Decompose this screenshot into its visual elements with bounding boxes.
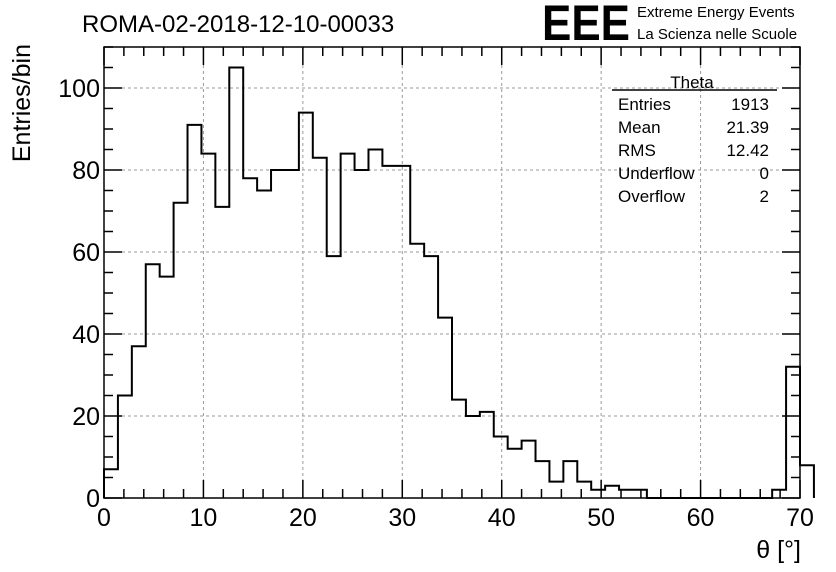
eee-logo-mark: EEE <box>542 0 630 51</box>
logo-line-1: Extreme Energy Events <box>637 4 795 21</box>
stats-row-value: 0 <box>760 164 769 183</box>
x-tick-label: 60 <box>687 504 715 532</box>
y-axis-label: Entries/bin <box>8 44 36 162</box>
histogram-outline <box>103 66 815 499</box>
stats-row-label: Underflow <box>618 164 695 183</box>
x-tick-labels: 0 10 20 30 40 50 60 70 <box>97 504 814 532</box>
stats-row-label: Entries <box>618 95 671 114</box>
y-tick-label: 40 <box>72 321 100 349</box>
y-tick-label: 80 <box>72 157 100 185</box>
grid-lines <box>104 47 800 498</box>
stats-title: Theta <box>670 73 714 92</box>
chart-title: ROMA-02-2018-12-10-00033 <box>82 11 394 38</box>
stats-row-label: Overflow <box>618 187 686 206</box>
y-tick-label: 100 <box>58 75 100 103</box>
x-tick-label: 70 <box>786 504 814 532</box>
x-tick-label: 30 <box>388 504 416 532</box>
y-tick-label: 20 <box>72 403 100 431</box>
stats-row-value: 12.42 <box>726 141 769 160</box>
x-tick-label: 10 <box>190 504 218 532</box>
axis-ticks <box>103 46 801 499</box>
x-tick-label: 50 <box>587 504 615 532</box>
x-tick-label: 20 <box>289 504 317 532</box>
x-tick-label: 0 <box>97 504 111 532</box>
x-tick-label: 40 <box>488 504 516 532</box>
stats-row-value: 2 <box>760 187 769 206</box>
stats-row-value: 1913 <box>731 95 769 114</box>
logo-line-2: La Scienza nelle Scuole <box>637 26 797 43</box>
stats-row-label: Mean <box>618 118 661 137</box>
plot-frame <box>103 46 801 499</box>
stats-row-value: 21.39 <box>726 118 769 137</box>
x-axis-label: θ [°] <box>756 536 801 564</box>
stats-row-label: RMS <box>618 141 656 160</box>
y-tick-label: 0 <box>86 485 100 513</box>
y-tick-label: 60 <box>72 239 100 267</box>
eee-logo: EEE Extreme Energy Events La Scienza nel… <box>542 0 797 51</box>
y-tick-labels: 0 20 40 60 80 100 <box>58 75 100 513</box>
stats-box: Theta Entries 1913 Mean 21.39 RMS 12.42 Underf… <box>612 73 777 206</box>
